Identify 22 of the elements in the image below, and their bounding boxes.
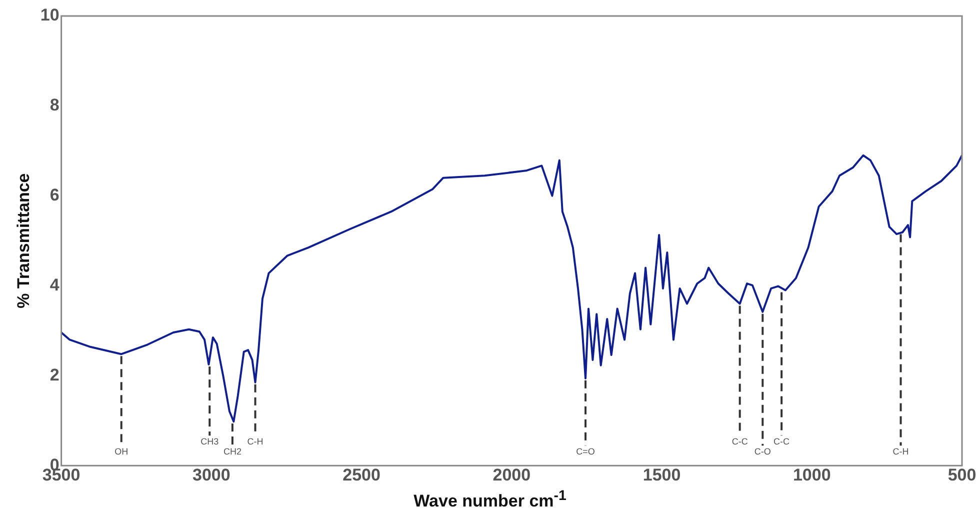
y-tick-label: 4	[50, 275, 60, 294]
x-axis-title: Wave number cm$^{-1}$	[412, 488, 568, 512]
annotation: C-H	[247, 436, 264, 447]
x-tick-label: 500	[948, 465, 976, 484]
annotation: C=O	[576, 446, 595, 457]
annotation: C-C	[774, 436, 790, 447]
y-axis-title: % Transmittance	[14, 173, 33, 308]
annotation: CH3	[200, 436, 219, 447]
annotation: OH	[114, 446, 128, 457]
annotation: C-H	[892, 446, 909, 457]
annotation: CH2	[223, 446, 242, 457]
x-tick-label: 2500	[342, 465, 380, 484]
y-tick-label: 6	[50, 186, 60, 205]
annotation: C-C	[732, 436, 748, 447]
x-tick-label: 1000	[792, 465, 831, 484]
y-tick-label: 2	[50, 365, 60, 384]
y-tick-label: 8	[50, 96, 60, 115]
annotation: C-O	[754, 446, 771, 457]
x-tick-label: 1500	[642, 465, 681, 484]
x-tick-label: 2000	[492, 465, 531, 484]
y-tick-label: 10	[40, 6, 60, 25]
x-tick-label: 3000	[192, 465, 230, 484]
